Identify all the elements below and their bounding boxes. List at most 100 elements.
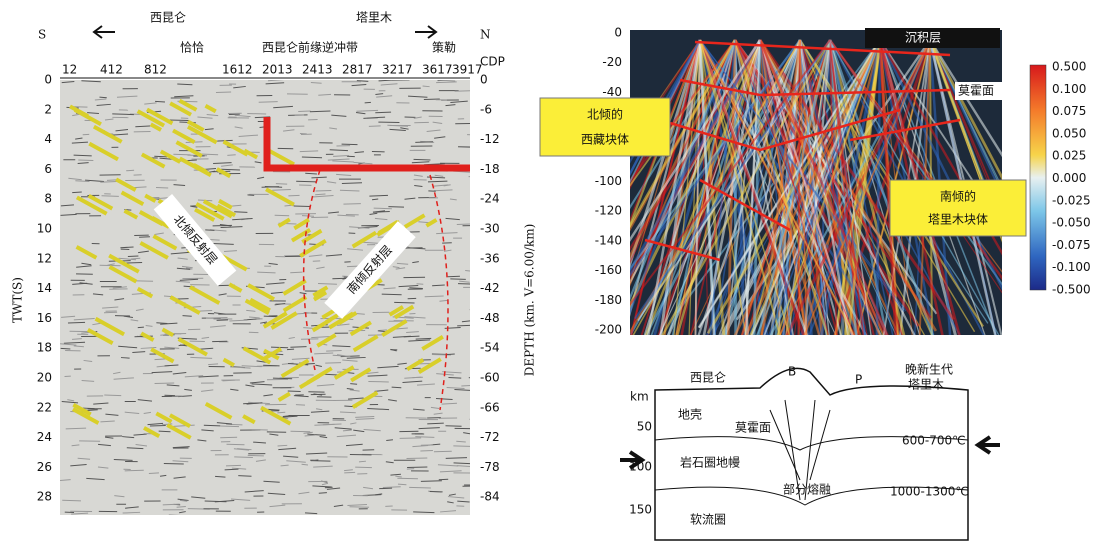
texture (333, 504, 344, 508)
texture (312, 485, 332, 488)
reflector (417, 357, 442, 374)
reflector (86, 327, 114, 346)
y-tick-label: 12 (37, 251, 52, 265)
y-tick-label: 2 (44, 102, 52, 116)
ray (630, 39, 702, 269)
ray (630, 39, 701, 149)
texture (124, 469, 144, 472)
texture (457, 500, 470, 503)
texture (304, 512, 318, 515)
ray (829, 39, 865, 335)
texture (160, 322, 178, 325)
reflector (94, 316, 126, 337)
label: 软流圈 (690, 513, 726, 527)
ray (699, 39, 791, 335)
texture (278, 447, 297, 451)
y2-tick-label: -78 (480, 460, 500, 474)
texture (394, 301, 415, 304)
texture (314, 423, 335, 426)
texture (399, 437, 422, 439)
ray (630, 39, 762, 242)
texture (101, 195, 119, 197)
ray (630, 39, 737, 229)
texture (307, 433, 326, 436)
texture (389, 128, 406, 131)
reflector (293, 217, 310, 231)
colorbar-tick: 0.000 (1052, 171, 1086, 185)
texture (268, 262, 278, 266)
texture (445, 104, 456, 107)
texture (118, 257, 137, 261)
reflector (290, 228, 312, 243)
texture (104, 118, 114, 121)
texture (326, 181, 337, 184)
texture (426, 129, 441, 132)
texture (258, 101, 278, 103)
texture (295, 404, 306, 406)
texture (412, 261, 419, 264)
texture (201, 429, 214, 432)
reflector (265, 187, 295, 207)
texture (344, 469, 353, 472)
ray (758, 39, 938, 332)
reflector (140, 331, 155, 342)
texture (177, 257, 188, 260)
reflector (277, 391, 291, 402)
texture (191, 496, 206, 499)
reflector (143, 426, 161, 438)
texture (220, 226, 243, 229)
reflector (186, 125, 218, 145)
texture (102, 306, 119, 309)
texture (67, 321, 86, 324)
texture (155, 186, 169, 189)
reflector (277, 217, 291, 228)
reflector (72, 403, 92, 417)
texture (67, 399, 75, 402)
ray (733, 39, 882, 335)
seismic-texture (60, 80, 470, 515)
y2-tick-label: -48 (480, 311, 500, 325)
texture (120, 246, 134, 249)
texture (104, 436, 114, 439)
texture (298, 491, 310, 495)
y-tick-label: 14 (37, 281, 52, 295)
colorbar (1029, 64, 1047, 291)
texture (61, 315, 76, 318)
texture (227, 154, 236, 156)
y2-tick-label: -54 (480, 341, 500, 355)
reflector (169, 295, 201, 315)
reflector (138, 210, 164, 227)
texture (457, 324, 470, 327)
label: 塔里木块体 (928, 213, 988, 227)
y-tick-label: 18 (37, 341, 52, 355)
label: 晚新生代 (905, 362, 953, 377)
texture (257, 271, 276, 274)
texture (420, 480, 442, 482)
y-tick-label: 0 (44, 73, 52, 87)
texture (232, 218, 253, 221)
annotation-box (324, 221, 416, 319)
texture (140, 346, 157, 349)
texture (290, 346, 307, 348)
texture (60, 343, 77, 346)
texture (221, 164, 233, 167)
y2-tick-label: -36 (480, 251, 500, 265)
colorbar-tick: -0.025 (1052, 193, 1091, 207)
texture (313, 465, 333, 468)
colorbar-tick: 0.100 (1052, 82, 1086, 96)
texture (114, 298, 125, 301)
texture (76, 265, 92, 268)
texture (220, 425, 240, 428)
texture (154, 358, 167, 361)
y-tick-label: 10 (37, 222, 52, 236)
texture (234, 456, 253, 459)
cdp-tick: 3917 (452, 63, 483, 77)
colorbar-tick: 0.025 (1052, 149, 1086, 163)
texture (336, 173, 352, 176)
texture (251, 383, 273, 386)
texture (173, 153, 191, 156)
texture (336, 323, 350, 326)
texture (168, 514, 180, 515)
texture (349, 226, 370, 229)
